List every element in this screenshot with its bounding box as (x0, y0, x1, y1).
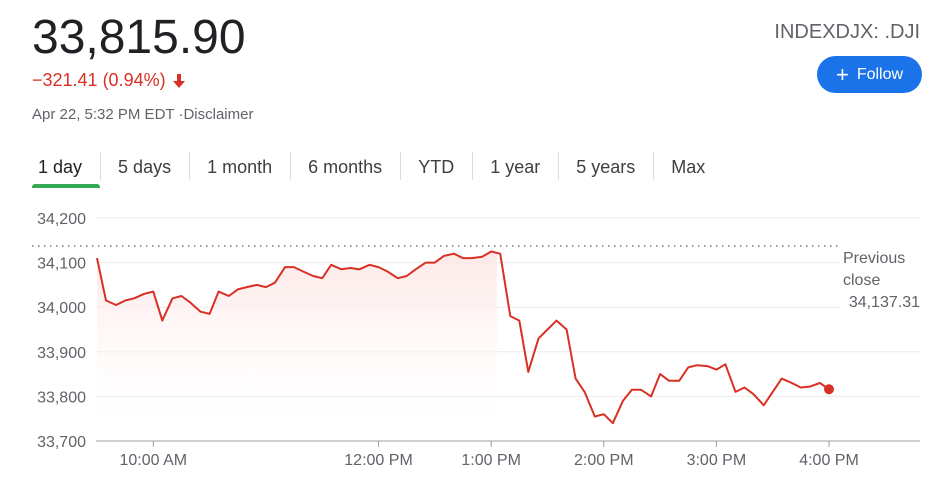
previous-close-label-line: close (843, 272, 880, 289)
ticker-symbol: INDEXDJX: .DJI (774, 21, 920, 43)
y-axis: 34,200 34,100 34,000 33,900 33,800 33,700 (37, 211, 86, 451)
tab-5-years[interactable]: 5 years (558, 148, 653, 186)
previous-close-label: Previous close 34,137.31 (840, 245, 922, 315)
x-tick-label: 2:00 PM (574, 452, 634, 469)
y-tick-label: 33,900 (37, 345, 86, 362)
y-tick-label: 34,100 (37, 256, 86, 273)
tab-label: Max (671, 156, 706, 177)
x-tick-label: 4:00 PM (799, 452, 859, 469)
x-tick-label: 12:00 PM (344, 452, 412, 469)
follow-label: Follow (856, 65, 904, 83)
tab-label: 6 months (308, 156, 383, 177)
x-tick-label: 10:00 AM (120, 452, 188, 469)
tab-1-day[interactable]: 1 day (20, 148, 101, 188)
previous-close-label-bg (840, 245, 922, 315)
time-range-tabs: 1 day 5 days 1 month 6 months YTD 1 year… (20, 148, 723, 188)
tab-max[interactable]: Max (653, 148, 723, 186)
price-change-value: −321.41 (0.94%) (32, 70, 166, 90)
tab-label: 1 day (38, 156, 83, 177)
last-point-marker (824, 384, 834, 395)
tab-label: 5 years (576, 156, 636, 177)
series-line (96, 250, 830, 425)
tab-5-days[interactable]: 5 days (100, 148, 189, 186)
y-tick-label: 34,000 (37, 300, 86, 317)
price-chart[interactable]: 34,200 34,100 34,000 33,900 33,800 33,700 10:… (0, 195, 939, 496)
quote-timestamp: Apr 22, 5:32 PM EDT ·Disclaimer (32, 106, 253, 123)
tab-ytd[interactable]: YTD (400, 148, 472, 186)
x-axis: 10:00 AM 12:00 PM 1:00 PM 2:00 PM 3:00 PM 4:0… (120, 441, 859, 469)
tab-label: YTD (418, 156, 455, 177)
plus-icon: + (835, 61, 849, 87)
follow-button[interactable]: + Follow (817, 56, 922, 93)
y-tick-label: 33,700 (37, 434, 86, 451)
timestamp-text: Apr 22, 5:32 PM EDT (32, 106, 175, 123)
previous-close-label-line: 34,137.31 (849, 294, 920, 311)
meta-separator: · (174, 106, 184, 123)
tab-label: 1 month (207, 156, 273, 177)
current-price: 33,815.90 (32, 11, 246, 64)
price-change: −321.41 (0.94%) (32, 70, 186, 91)
x-tick-label: 3:00 PM (687, 452, 747, 469)
tab-1-year[interactable]: 1 year (472, 148, 558, 186)
tab-1-month[interactable]: 1 month (189, 148, 290, 186)
disclaimer-link[interactable]: Disclaimer (183, 106, 254, 123)
tab-label: 1 year (490, 156, 541, 177)
arrow-down-icon (172, 73, 186, 89)
series-area (97, 251, 497, 441)
tab-label: 5 days (118, 156, 172, 177)
previous-close-label-line: Previous (843, 250, 905, 267)
tab-6-months[interactable]: 6 months (290, 148, 400, 186)
chart-series (96, 250, 834, 441)
x-tick-label: 1:00 PM (461, 452, 521, 469)
y-tick-label: 33,800 (37, 389, 86, 406)
y-tick-label: 34,200 (37, 211, 86, 228)
